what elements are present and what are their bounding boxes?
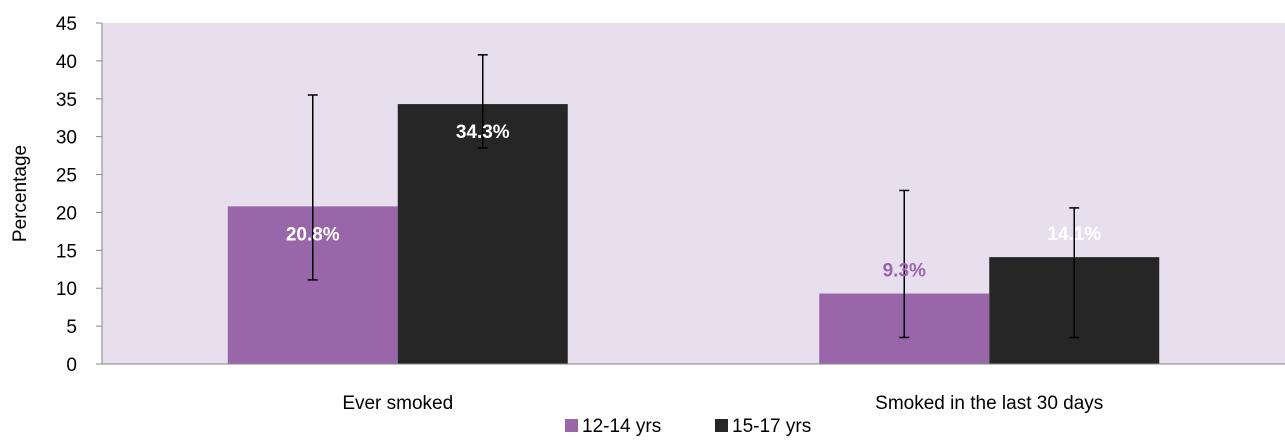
x-category-label: Smoked in the last 30 days [875,393,1103,414]
data-label: 34.3% [456,122,510,143]
bars [227,104,1160,365]
error-bars [307,54,1080,339]
legend-item: 12-14 yrs [565,416,661,437]
y-tick-label: 45 [56,14,77,35]
y-axis-title: Percentage [10,145,31,242]
y-tick-label: 10 [56,279,77,300]
y-tick-label: 5 [66,317,77,338]
data-labels: 20.8% 34.3% 9.3% 14.1% [286,122,1101,281]
y-tick-label: 35 [56,90,77,111]
x-axis-categories: Ever smoked Smoked in the last 30 days [342,393,1103,414]
y-tick-label: 30 [56,128,77,149]
y-tick-label: 0 [66,355,77,376]
legend-label: 12-14 yrs [582,416,661,437]
data-label: 20.8% [286,224,340,245]
x-category-label: Ever smoked [342,393,453,414]
y-tick-label: 25 [56,166,77,187]
legend-swatch [715,419,728,432]
y-tick-label: 20 [56,203,77,224]
y-tick-label: 40 [56,52,77,73]
legend-item: 15-17 yrs [715,416,811,437]
data-label: 14.1% [1047,224,1101,245]
y-tick-label: 15 [56,241,77,262]
data-label: 9.3% [883,261,926,282]
legend-swatch [565,419,578,432]
legend: 12-14 yrs 15-17 yrs [565,416,811,437]
y-axis-ticks: 0 5 10 15 20 25 30 35 40 45 [56,14,102,376]
legend-label: 15-17 yrs [732,416,811,437]
